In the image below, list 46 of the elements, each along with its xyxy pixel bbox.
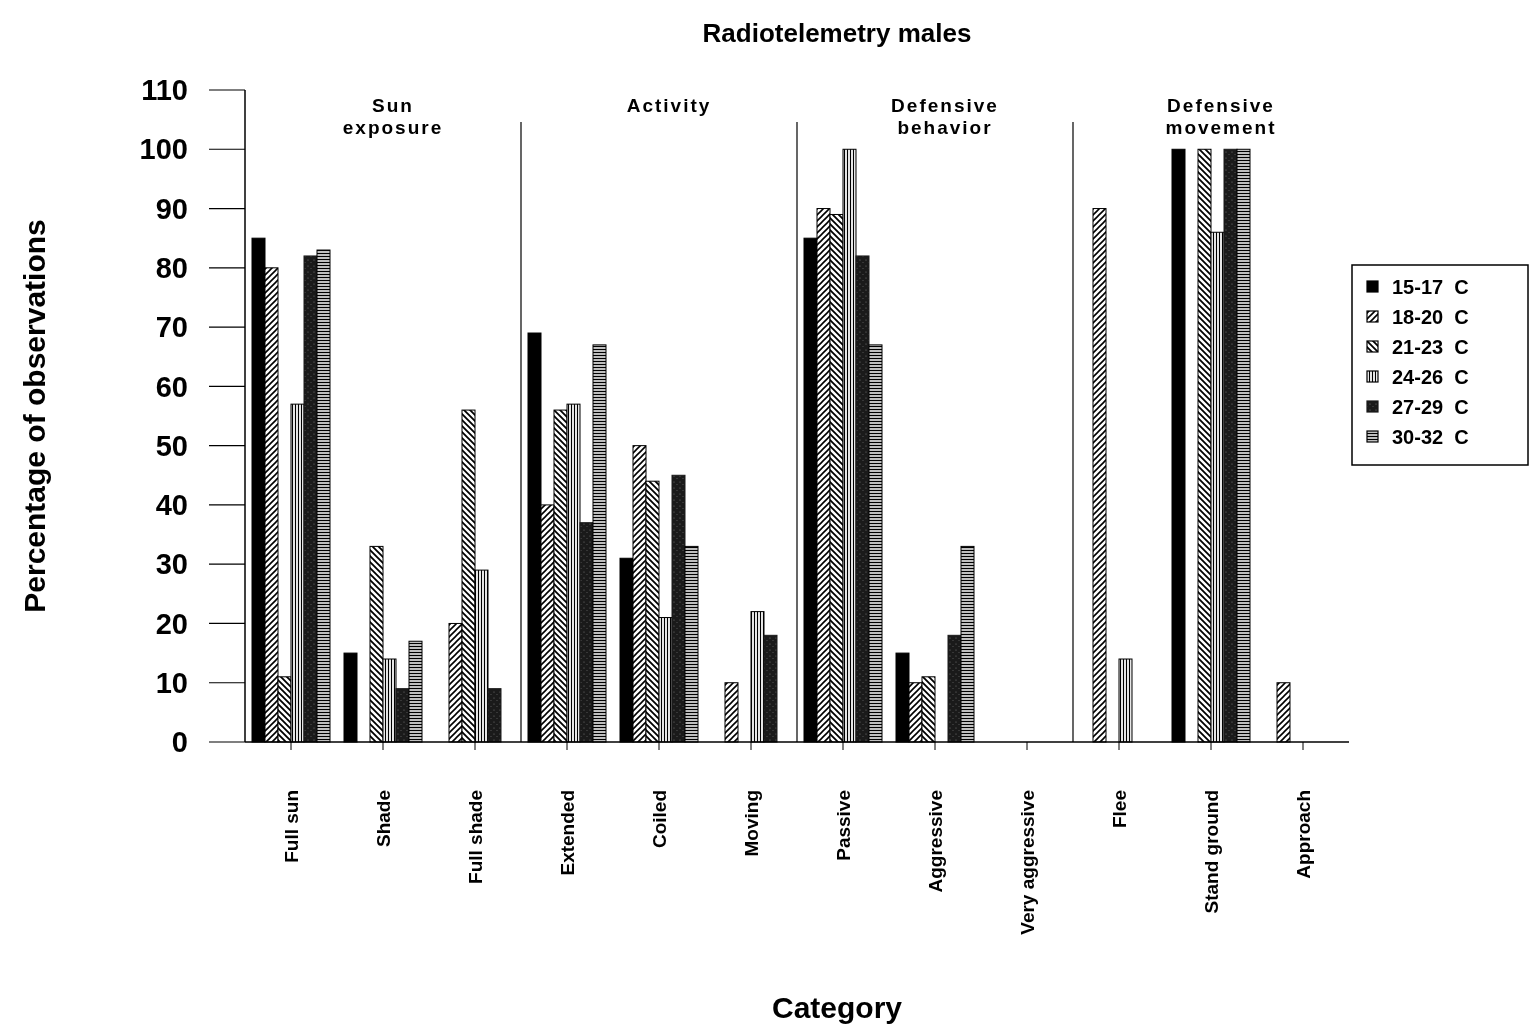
y-tick-label: 100 (139, 133, 188, 166)
annotation: Defensive behavior (891, 95, 999, 138)
y-tick-label: 30 (155, 548, 188, 581)
y-tick-label: 60 (155, 370, 188, 403)
x-tick-label: Stand ground (1200, 790, 1222, 914)
x-tick-label: Approach (1292, 790, 1314, 879)
x-tick-label: Aggressive (924, 790, 946, 893)
bar (947, 634, 962, 743)
x-axis-title: Category (771, 991, 903, 1024)
x-tick-label: Full sun (280, 790, 302, 863)
bar (855, 255, 870, 743)
bar (579, 522, 594, 743)
bar (671, 474, 686, 743)
legend-label: 15-17 C (1392, 276, 1469, 298)
bar (303, 255, 318, 743)
y-tick-label: 80 (155, 251, 188, 284)
chart-title: Radiotelemetry males (702, 18, 972, 48)
x-tick-label: Moving (740, 790, 762, 857)
bar (763, 634, 778, 743)
legend-label: 21-23 C (1392, 336, 1469, 358)
y-tick-label: 110 (141, 74, 188, 107)
y-tick-label: 20 (155, 607, 188, 640)
bar (487, 688, 502, 743)
legend-label: 24-26 C (1392, 366, 1469, 388)
x-tick-label: Very aggressive (1016, 790, 1038, 935)
y-tick-label: 90 (155, 192, 188, 225)
y-tick-label: 10 (155, 666, 188, 699)
annotation: Sun exposure (342, 95, 444, 138)
bar (395, 688, 410, 743)
x-tick-label: Full shade (464, 790, 486, 884)
x-tick-label: Extended (556, 790, 578, 876)
legend-label: 27-29 C (1392, 396, 1469, 418)
x-tick-label: Flee (1108, 790, 1130, 829)
x-tick-label: Shade (372, 790, 394, 848)
x-tick-label: Passive (832, 790, 854, 861)
x-tick-label: Coiled (648, 790, 670, 849)
legend-label: 30-32 C (1392, 426, 1469, 448)
y-tick-label: 40 (155, 489, 188, 522)
y-tick-label: 50 (155, 429, 188, 462)
y-tick-label: 70 (155, 311, 188, 344)
y-tick-label: 0 (171, 726, 188, 759)
annotation: Activity (626, 95, 712, 116)
y-axis-title: Percentage of observations (18, 219, 51, 613)
legend-label: 18-20 C (1392, 306, 1469, 328)
annotation: Defensive movement (1165, 95, 1277, 138)
bar (1223, 148, 1238, 743)
